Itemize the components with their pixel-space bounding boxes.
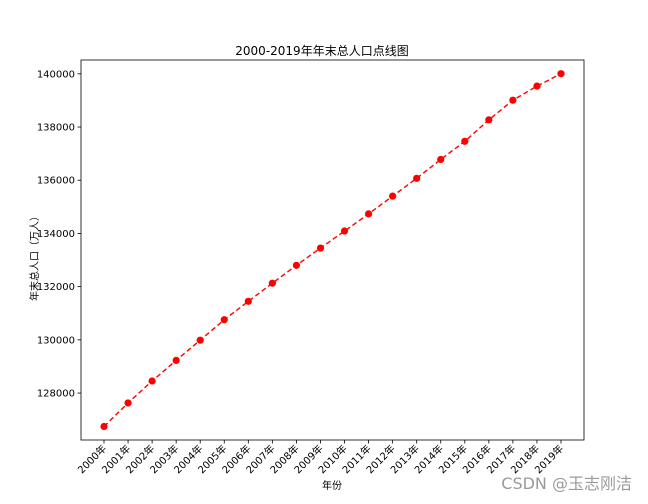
series-points bbox=[100, 70, 565, 431]
data-point bbox=[389, 192, 397, 200]
data-point bbox=[364, 210, 373, 218]
y-tick-label: 134000 bbox=[37, 229, 75, 240]
y-axis-label: 年末总人口（万人） bbox=[28, 211, 41, 301]
watermark: CSDN @玉志刚洁 bbox=[501, 474, 632, 493]
data-point bbox=[340, 227, 349, 235]
data-point bbox=[220, 316, 228, 324]
data-point bbox=[244, 297, 252, 305]
data-point bbox=[437, 155, 445, 164]
data-point bbox=[292, 261, 301, 269]
data-point bbox=[268, 279, 276, 287]
y-tick-label: 130000 bbox=[37, 335, 75, 346]
series-line bbox=[103, 73, 562, 427]
series-line-path bbox=[103, 73, 562, 427]
plot-area-border bbox=[80, 59, 585, 441]
chart-title: 2000-2019年年末总人口点线图 bbox=[235, 44, 408, 58]
x-axis-ticks: 2000年2001年2002年2003年2004年2005年2006年2007年… bbox=[75, 440, 566, 476]
data-point bbox=[196, 336, 204, 344]
data-point bbox=[485, 116, 493, 124]
data-point bbox=[413, 174, 421, 182]
x-axis-label: 年份 bbox=[322, 479, 342, 492]
data-point bbox=[148, 377, 156, 385]
data-point bbox=[533, 82, 541, 90]
data-point bbox=[100, 422, 108, 431]
y-axis-ticks: 128000 130000 132000 134000 136000 138000 1400… bbox=[37, 69, 81, 400]
axes-frame bbox=[80, 59, 585, 441]
data-point bbox=[557, 70, 565, 78]
data-point bbox=[316, 244, 325, 252]
y-tick-label: 128000 bbox=[37, 389, 75, 400]
data-point bbox=[509, 96, 517, 104]
y-tick-label: 136000 bbox=[37, 176, 75, 187]
data-point bbox=[172, 356, 180, 365]
y-tick-label: 138000 bbox=[37, 123, 75, 134]
data-point bbox=[461, 137, 469, 145]
y-tick-label: 132000 bbox=[37, 282, 75, 293]
y-tick-label: 140000 bbox=[37, 69, 75, 80]
data-point bbox=[124, 399, 132, 407]
